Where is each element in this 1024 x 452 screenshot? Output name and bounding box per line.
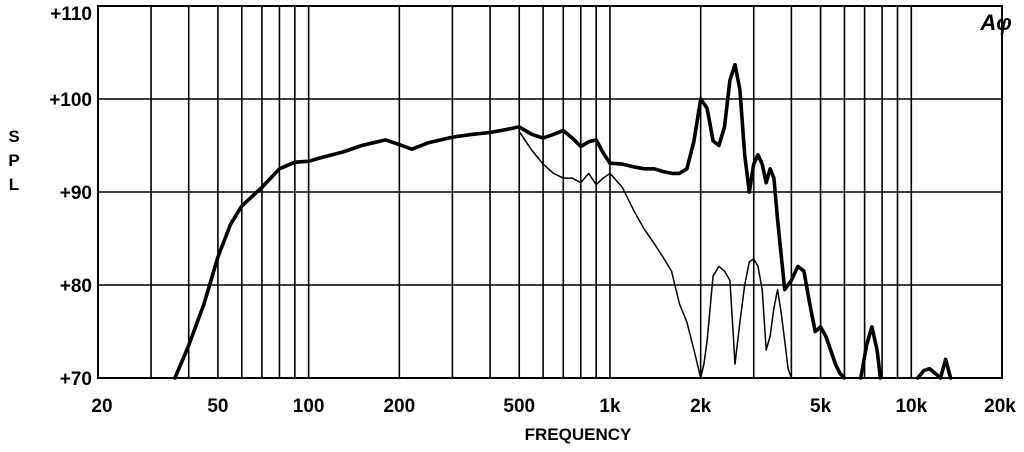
x-axis-label: FREQUENCY (525, 425, 632, 444)
x-tick-label: 10k (895, 396, 927, 417)
x-tick-label: 50 (207, 396, 228, 417)
y-tick-label: +80 (60, 276, 92, 297)
y-tick-label: +100 (49, 90, 92, 111)
chart-grid (98, 6, 1002, 378)
x-tick-label: 20 (91, 396, 112, 417)
y-tick-label: +70 (60, 369, 92, 390)
response-curve-main-segment (859, 325, 883, 380)
x-tick-label: 20k (984, 396, 1016, 417)
response-curve-main (173, 62, 847, 380)
x-tick-label: 500 (503, 396, 535, 417)
y-axis-label: S P L (8, 127, 19, 194)
y-tick-label: +90 (60, 183, 92, 204)
x-tick-label: 5k (810, 396, 832, 417)
x-tick-label: 1k (599, 396, 621, 417)
response-curve-main-segment (915, 357, 953, 380)
response-curve-secondary (518, 130, 793, 379)
y-axis-label-line-2: P (8, 151, 19, 170)
series-layer (173, 62, 953, 380)
plot-frame (97, 5, 1003, 379)
y-axis-ticks: +70 +80 +90 +100 +110 (49, 4, 92, 390)
x-tick-label: 100 (293, 396, 325, 417)
y-axis-label-line-3: L (9, 175, 19, 194)
x-axis-ticks: 20 50 100 200 500 1k 2k 5k 10k 20k (91, 396, 1016, 417)
y-axis-label-line-1: S (8, 127, 19, 146)
y-tick-label: +110 (50, 4, 92, 25)
x-tick-label: 2k (690, 396, 712, 417)
x-tick-label: 200 (383, 396, 415, 417)
ap-logo: Aφ (979, 10, 1011, 35)
